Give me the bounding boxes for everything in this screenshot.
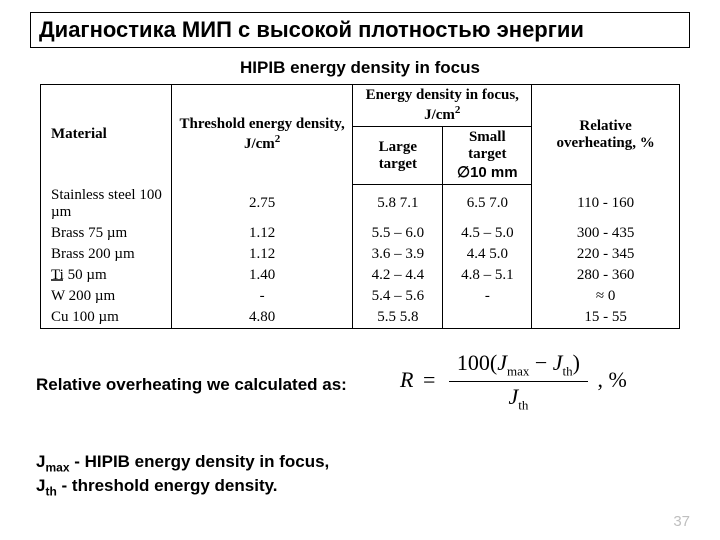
legend-j1-post: - HIPIB energy density in focus, xyxy=(70,452,330,471)
table-row: Stainless steel 100 µm 2.75 5.8 7.1 6.5 … xyxy=(41,185,680,223)
cell-material: Cu 100 µm xyxy=(41,307,172,329)
f-jmax: J xyxy=(497,350,507,375)
formula-tail: , % xyxy=(598,367,627,392)
table-header-row-1: Material Threshold energy density, J/cm2… xyxy=(41,85,680,127)
cell-small: 4.5 – 5.0 xyxy=(443,223,532,244)
table-row: Cu 100 µm 4.80 5.5 5.8 15 - 55 xyxy=(41,307,680,329)
f-den-sub: th xyxy=(518,398,528,413)
formula-R: R xyxy=(400,367,413,392)
cell-large: 3.6 – 3.9 xyxy=(353,244,443,265)
cell-rel: 220 - 345 xyxy=(532,244,680,265)
slide: Диагностика МИП с высокой плотностью эне… xyxy=(0,0,720,540)
cell-rel: 300 - 435 xyxy=(532,223,680,244)
table-row: W 200 µm - 5.4 – 5.6 - ≈ 0 xyxy=(41,286,680,307)
legend-line-2: Jth - threshold energy density. xyxy=(36,475,690,500)
formula-numerator: 100(Jmax − Jth) xyxy=(449,350,588,382)
f-minus: − xyxy=(529,350,552,375)
ti-underlined: Ti xyxy=(51,267,64,283)
cell-small: - xyxy=(443,286,532,307)
cell-threshold: 2.75 xyxy=(171,185,352,223)
formula-denominator: Jth xyxy=(449,382,588,413)
table-row: Brass 200 µm 1.12 3.6 – 3.9 4.4 5.0 220 … xyxy=(41,244,680,265)
col-energy-density: Energy density in focus, J/cm2 xyxy=(353,85,532,127)
f-jth: J xyxy=(553,350,563,375)
col-relative: Relative overheating, % xyxy=(532,85,680,185)
cell-threshold: 4.80 xyxy=(171,307,352,329)
legend-line-1: Jmax - HIPIB energy density in focus, xyxy=(36,451,690,476)
cell-large: 4.2 – 4.4 xyxy=(353,265,443,286)
col-ed-text: Energy density in focus, J/cm xyxy=(366,87,519,123)
legend-j1-sub: max xyxy=(45,460,69,474)
f-jmax-sub: max xyxy=(507,363,529,378)
table-row: Brass 75 µm 1.12 5.5 – 6.0 4.5 – 5.0 300… xyxy=(41,223,680,244)
cell-small: 4.8 – 5.1 xyxy=(443,265,532,286)
cell-threshold: 1.12 xyxy=(171,244,352,265)
legend: Jmax - HIPIB energy density in focus, Jt… xyxy=(36,451,690,500)
cell-material: Brass 200 µm xyxy=(41,244,172,265)
col-small-target: Small target ∅10 mm xyxy=(443,127,532,185)
legend-j2-post: - threshold energy density. xyxy=(57,476,278,495)
ti-suffix: 50 µm xyxy=(64,267,107,283)
small-target-l1: Small target xyxy=(468,129,506,162)
cell-large: 5.8 7.1 xyxy=(353,185,443,223)
table-container: Material Threshold energy density, J/cm2… xyxy=(40,84,680,329)
cell-material: W 200 µm xyxy=(41,286,172,307)
cell-rel: 15 - 55 xyxy=(532,307,680,329)
page-title: Диагностика МИП с высокой плотностью эне… xyxy=(30,12,690,48)
col-material: Material xyxy=(41,85,172,185)
f-jth-sub: th xyxy=(563,363,573,378)
cell-material: Brass 75 µm xyxy=(41,223,172,244)
table-subtitle: HIPIB energy density in focus xyxy=(30,58,690,78)
cell-large: 5.5 – 6.0 xyxy=(353,223,443,244)
cell-small: 6.5 7.0 xyxy=(443,185,532,223)
cell-material: Ti 50 µm xyxy=(41,265,172,286)
formula: R = 100(Jmax − Jth) Jth , % xyxy=(400,350,627,414)
formula-eq: = xyxy=(419,367,439,392)
data-table: Material Threshold energy density, J/cm2… xyxy=(40,84,680,329)
col-threshold-text: Threshold energy density, J/cm xyxy=(180,116,345,152)
f-den-j: J xyxy=(508,384,518,409)
col-large-target: Large target xyxy=(353,127,443,185)
col-threshold-sup: 2 xyxy=(275,133,281,145)
cell-small: 4.4 5.0 xyxy=(443,244,532,265)
cell-rel: 280 - 360 xyxy=(532,265,680,286)
cell-small xyxy=(443,307,532,329)
cell-rel: 110 - 160 xyxy=(532,185,680,223)
table-row: Ti 50 µm 1.40 4.2 – 4.4 4.8 – 5.1 280 - … xyxy=(41,265,680,286)
f-100: 100 xyxy=(457,350,490,375)
small-target-l2: ∅10 mm xyxy=(457,164,518,181)
cell-threshold: 1.40 xyxy=(171,265,352,286)
col-threshold: Threshold energy density, J/cm2 xyxy=(171,85,352,185)
f-rp: ) xyxy=(573,350,580,375)
cell-rel: ≈ 0 xyxy=(532,286,680,307)
cell-large: 5.4 – 5.6 xyxy=(353,286,443,307)
page-number: 37 xyxy=(673,513,690,530)
table-body: Stainless steel 100 µm 2.75 5.8 7.1 6.5 … xyxy=(41,185,680,329)
legend-j2-sub: th xyxy=(45,484,56,498)
cell-threshold: - xyxy=(171,286,352,307)
cell-large: 5.5 5.8 xyxy=(353,307,443,329)
cell-threshold: 1.12 xyxy=(171,223,352,244)
col-ed-sup: 2 xyxy=(455,104,461,116)
formula-fraction: 100(Jmax − Jth) Jth xyxy=(449,350,588,414)
cell-material: Stainless steel 100 µm xyxy=(41,185,172,223)
